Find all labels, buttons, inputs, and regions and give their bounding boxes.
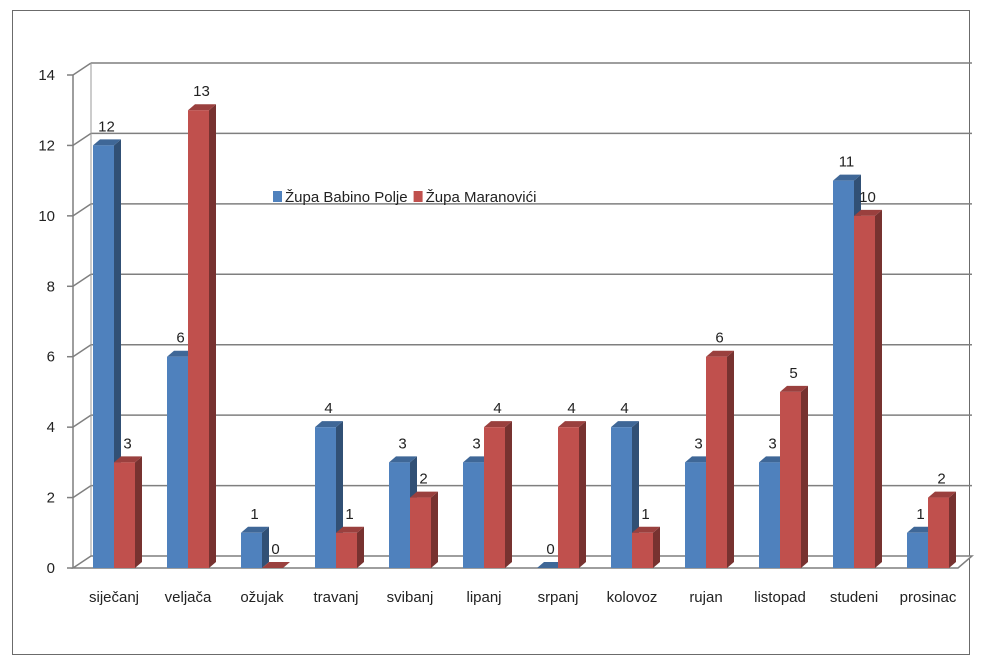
y-tick-label: 12 <box>38 137 55 154</box>
data-label: 0 <box>546 541 554 558</box>
bar-maranovici-10 <box>854 209 882 568</box>
x-tick-label: travanj <box>313 589 358 606</box>
data-label: 4 <box>493 400 501 417</box>
x-tick-label: listopad <box>754 589 806 606</box>
gridline-depth <box>72 62 92 76</box>
x-tick-label: ožujak <box>240 589 284 606</box>
gridline-depth <box>72 273 92 287</box>
x-axis-ticks: siječanj veljača ožujak travanj svibanj lipan… <box>89 589 957 606</box>
bar-maranovici-9 <box>780 385 808 568</box>
data-label: 1 <box>250 506 258 523</box>
data-label: 1 <box>641 506 649 523</box>
y-tick-label: 0 <box>47 560 55 577</box>
data-label: 2 <box>937 471 945 488</box>
bars-layer <box>93 104 956 568</box>
data-label: 3 <box>123 435 131 452</box>
data-label: 1 <box>345 506 353 523</box>
gridline-depth <box>72 132 92 147</box>
data-label: 3 <box>398 435 406 452</box>
bar-maranovici-8 <box>706 350 734 568</box>
data-label: 4 <box>324 400 332 417</box>
data-label: 6 <box>176 330 184 347</box>
x-tick-label: studeni <box>830 589 878 606</box>
y-axis-ticks: 0 2 4 6 8 10 12 14 <box>38 67 55 577</box>
x-tick-label: veljača <box>165 589 212 606</box>
bar-maranovici-5 <box>484 421 512 568</box>
bar-babino-polje-2 <box>241 526 269 568</box>
data-label: 13 <box>193 83 210 100</box>
gridline-depth <box>72 203 92 217</box>
legend-label: Župa Babino Polje <box>285 189 408 206</box>
y-tick-label: 10 <box>38 208 55 225</box>
x-tick-label: prosinac <box>900 589 957 606</box>
data-label: 3 <box>472 435 480 452</box>
y-tick-label: 4 <box>47 419 55 436</box>
data-label: 1 <box>916 506 924 523</box>
x-tick-label: svibanj <box>387 589 434 606</box>
legend: Župa Babino Polje Župa Maranovići <box>273 189 536 206</box>
bar-maranovici-3 <box>336 526 364 568</box>
x-tick-label: kolovoz <box>607 589 658 606</box>
y-tick-label: 14 <box>38 67 55 84</box>
gridline-depth <box>72 484 92 499</box>
data-label: 4 <box>567 400 575 417</box>
gridline-depth <box>72 344 92 358</box>
data-label: 11 <box>839 154 855 171</box>
bar-maranovici-0 <box>114 456 142 568</box>
data-label: 0 <box>271 541 279 558</box>
bar-maranovici-2 <box>262 562 290 568</box>
data-label: 2 <box>419 471 427 488</box>
gridline-depth <box>72 414 92 428</box>
y-tick-label: 6 <box>47 349 55 366</box>
data-label: 5 <box>789 365 797 382</box>
bar-maranovici-7 <box>632 526 660 568</box>
data-label: 3 <box>694 435 702 452</box>
data-label: 4 <box>620 400 628 417</box>
y-tick-label: 2 <box>47 490 55 507</box>
legend-label: Župa Maranovići <box>426 189 537 206</box>
legend-swatch <box>413 191 423 202</box>
data-label: 6 <box>715 330 723 347</box>
x-tick-label: siječanj <box>89 589 139 606</box>
x-tick-label: rujan <box>689 589 722 606</box>
bar-maranovici-11 <box>928 491 956 568</box>
chart-floor <box>70 555 975 569</box>
y-tick-label: 8 <box>47 278 55 295</box>
bar-maranovici-4 <box>410 491 438 568</box>
data-label: 10 <box>859 189 876 206</box>
data-label: 12 <box>98 118 115 135</box>
x-tick-label: lipanj <box>466 589 501 606</box>
grid-layer <box>67 62 975 569</box>
bar-maranovici-1 <box>188 104 216 568</box>
x-tick-label: srpanj <box>538 589 579 606</box>
data-label: 3 <box>768 435 776 452</box>
bar-maranovici-6 <box>558 421 586 568</box>
legend-swatch <box>273 191 282 202</box>
